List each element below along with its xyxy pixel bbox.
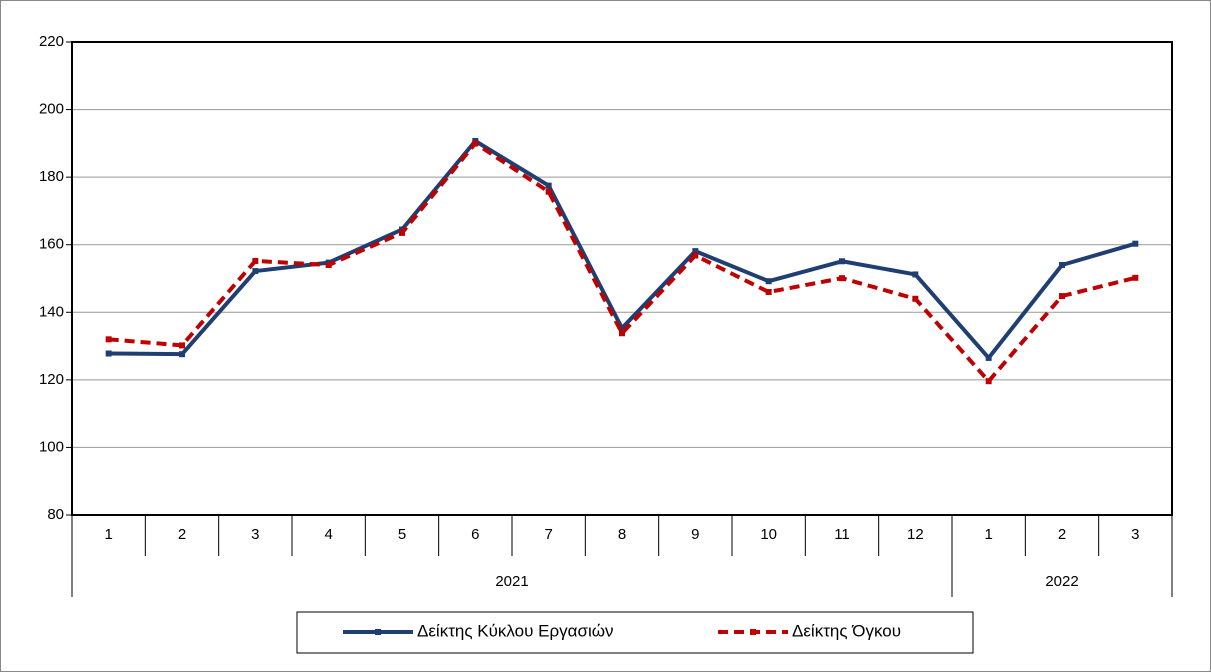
x-tick-label: 3 — [251, 526, 259, 543]
point — [839, 258, 845, 265]
point — [619, 325, 625, 332]
y-tick-label: 220 — [39, 33, 64, 50]
point — [692, 248, 699, 255]
legend-label: Δείκτης Όγκου — [792, 621, 901, 640]
x-tick-label: 6 — [471, 526, 479, 543]
point — [472, 140, 479, 147]
point — [399, 229, 405, 236]
point — [1132, 240, 1139, 247]
point — [179, 351, 185, 358]
point — [399, 226, 405, 233]
x-tick-label: 7 — [544, 526, 552, 543]
point — [1059, 261, 1065, 268]
x-tick-label: 8 — [618, 526, 626, 543]
point — [252, 257, 259, 264]
x-group-label: 2022 — [1045, 573, 1078, 590]
point — [252, 268, 259, 275]
point — [1132, 274, 1139, 281]
y-tick-label: 180 — [39, 168, 64, 185]
point — [912, 295, 919, 302]
legend-label: Δείκτης Κύκλου Εργασιών — [417, 621, 614, 640]
y-tick-label: 80 — [47, 506, 64, 523]
point — [545, 182, 552, 189]
point — [765, 289, 772, 296]
y-tick-label: 200 — [39, 101, 64, 118]
x-tick-label: 1 — [984, 526, 992, 543]
plot-border — [71, 41, 1173, 516]
x-tick-label: 1 — [104, 526, 112, 543]
point — [1059, 293, 1065, 300]
x-tick-label: 10 — [760, 526, 777, 543]
y-tick-label: 120 — [39, 371, 64, 388]
x-tick-label: 4 — [324, 526, 332, 543]
x-tick-label: 12 — [907, 526, 924, 543]
point — [105, 350, 112, 357]
point — [765, 278, 772, 285]
legend-marker — [750, 629, 756, 635]
x-tick-label: 2 — [178, 526, 186, 543]
point — [105, 336, 112, 343]
series-line — [108, 141, 1136, 384]
x-tick-label: 5 — [398, 526, 406, 543]
point — [839, 275, 845, 282]
point — [179, 342, 185, 349]
point — [912, 271, 919, 278]
x-group-label: 2021 — [495, 573, 528, 590]
point — [545, 188, 552, 195]
x-tick-label: 11 — [834, 526, 850, 543]
y-tick-label: 100 — [39, 438, 64, 455]
x-tick-label: 2 — [1058, 526, 1066, 543]
y-tick-label: 140 — [39, 303, 64, 320]
point — [985, 354, 992, 361]
legend-marker — [375, 629, 381, 635]
x-tick-label: 3 — [1131, 526, 1139, 543]
y-tick-label: 160 — [39, 236, 64, 253]
point — [619, 330, 625, 337]
point — [325, 261, 332, 268]
point — [985, 378, 992, 385]
point — [692, 252, 699, 259]
x-tick-label: 9 — [691, 526, 699, 543]
